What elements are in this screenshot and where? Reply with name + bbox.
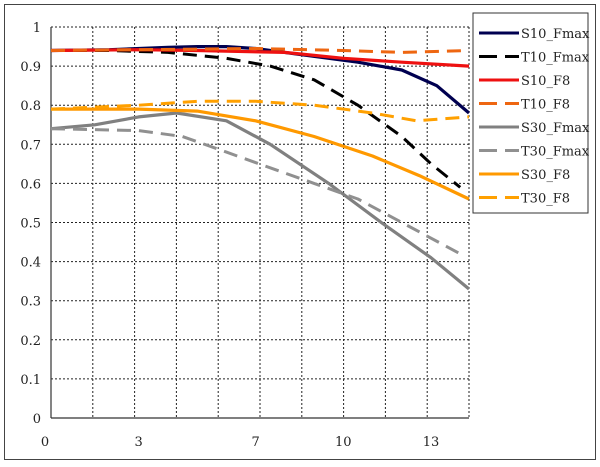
y-tick-label: 0.1 (20, 373, 41, 388)
series-lines (50, 44, 471, 291)
legend-label: T10_Fmax (521, 51, 590, 66)
y-tick-label: 0.2 (20, 334, 41, 349)
y-tick-label: 0.8 (20, 99, 41, 114)
y-tick-label: 0.7 (20, 138, 41, 153)
legend-label: S30_Fmax (521, 121, 590, 136)
y-tick-label: 0 (33, 412, 41, 427)
y-tick-label: 0.6 (20, 177, 41, 192)
legend-label: S30_F8 (521, 168, 570, 183)
legend: S10_Fmax T10_Fmax S10_F8 T10_F8 S30_Fmax T30_… (472, 12, 590, 214)
y-tick-label: 0.5 (20, 217, 41, 232)
series-line-s30-fmax (50, 111, 471, 291)
x-tick-label: 0 (41, 435, 49, 450)
series-line-s10-f8 (50, 48, 470, 68)
series-line-t10-f8 (50, 47, 470, 54)
series-line-s30-f8 (51, 107, 470, 201)
grid (51, 26, 470, 418)
y-tick-label: 0.4 (20, 256, 41, 271)
legend-box (472, 12, 589, 214)
y-tick-label: 0.9 (20, 60, 41, 75)
x-tick-label: 13 (423, 435, 440, 450)
x-tick-label: 3 (135, 435, 143, 450)
series-line-t30-fmax (50, 127, 461, 256)
y-tick-label: 0.3 (20, 295, 41, 310)
legend-label: T30_F8 (521, 192, 570, 207)
axes: 00.10.20.30.40.50.60.70.80.910 3 7 10 13 (20, 21, 469, 450)
legend-label: T10_F8 (521, 98, 570, 113)
series-line-t10-fmax (51, 49, 462, 189)
legend-label: S10_F8 (521, 74, 570, 89)
legend-label: S10_Fmax (521, 27, 590, 42)
x-tick-label: 10 (335, 435, 352, 450)
legend-label: T30_Fmax (521, 145, 590, 160)
series-line-t30-f8 (50, 99, 470, 123)
y-tick-label: 1 (33, 21, 41, 36)
x-tick-label: 7 (251, 435, 259, 450)
